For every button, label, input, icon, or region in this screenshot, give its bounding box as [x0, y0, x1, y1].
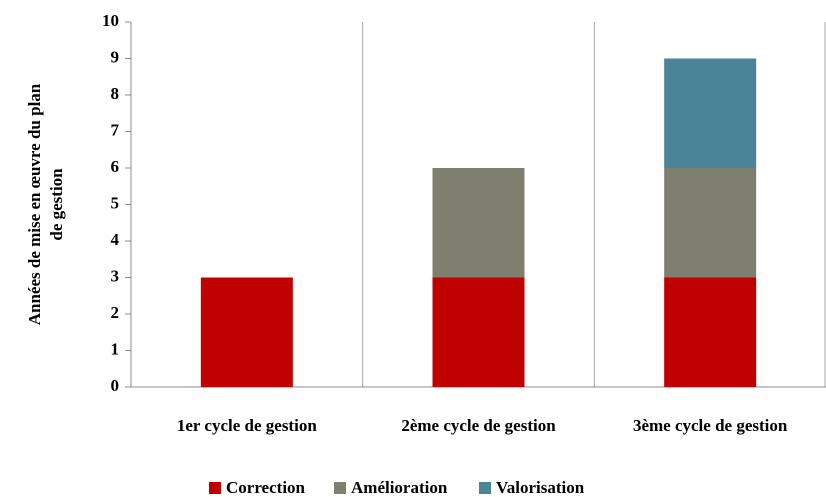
x-tick-label: 3ème cycle de gestion [633, 416, 788, 435]
legend-label: Amélioration [351, 478, 448, 497]
x-tick-label: 2ème cycle de gestion [401, 416, 556, 435]
y-tick-label: 9 [111, 47, 120, 66]
y-tick-label: 5 [111, 193, 120, 212]
y-tick-label: 10 [102, 11, 119, 30]
bar-segment [664, 277, 757, 387]
y-tick-label: 4 [111, 230, 120, 249]
y-axis-label-line: de gestion [47, 168, 66, 241]
y-tick-label: 1 [111, 339, 120, 358]
y-tick-label: 2 [111, 303, 120, 322]
y-tick-label: 3 [111, 266, 120, 285]
legend-swatch [334, 482, 346, 494]
bar-segment [432, 168, 525, 278]
y-tick-label: 0 [111, 376, 120, 395]
x-tick-label: 1er cycle de gestion [177, 416, 317, 435]
bar-segment [664, 168, 757, 278]
y-axis-label-line: Années de mise en œuvre du plan [25, 83, 44, 325]
bar-segment [200, 277, 293, 387]
legend-swatch [479, 482, 491, 494]
bar-segment [664, 58, 757, 168]
y-axis-label: Années de mise en œuvre du plan de gestio… [25, 83, 66, 325]
legend-label: Correction [226, 478, 306, 497]
legend-swatch [209, 482, 221, 494]
y-tick-label: 6 [111, 157, 120, 176]
legend-label: Valorisation [496, 478, 585, 497]
bar-segment [432, 277, 525, 387]
y-tick-label: 7 [111, 120, 120, 139]
y-tick-label: 8 [111, 84, 120, 103]
